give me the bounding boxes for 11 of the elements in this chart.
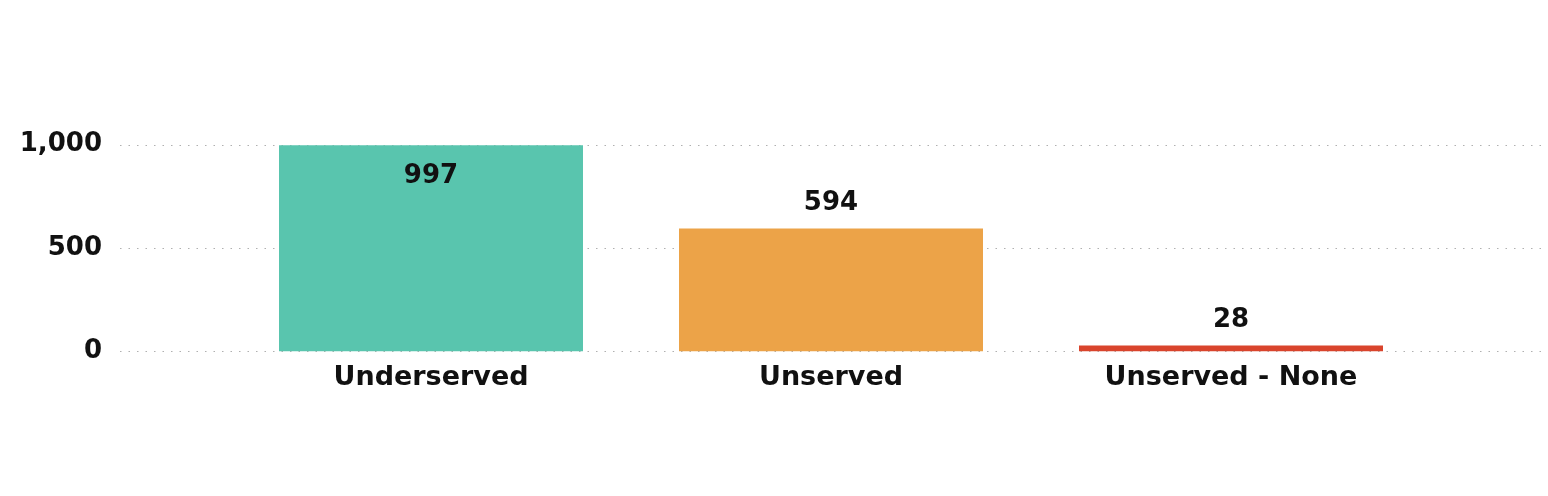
x-tick-label: Unserved - None: [1104, 359, 1358, 391]
y-tick-label: 0: [83, 334, 102, 365]
y-tick-label: 1,000: [19, 127, 102, 158]
data-label: 28: [1212, 303, 1250, 334]
y-tick-label: 500: [47, 230, 102, 261]
x-tick-label: Unserved: [758, 359, 904, 391]
data-label: 594: [803, 186, 859, 217]
bar: [279, 145, 583, 352]
data-label: 997: [403, 158, 459, 189]
x-tick-label: Underserved: [333, 359, 529, 391]
bar: [679, 228, 983, 352]
